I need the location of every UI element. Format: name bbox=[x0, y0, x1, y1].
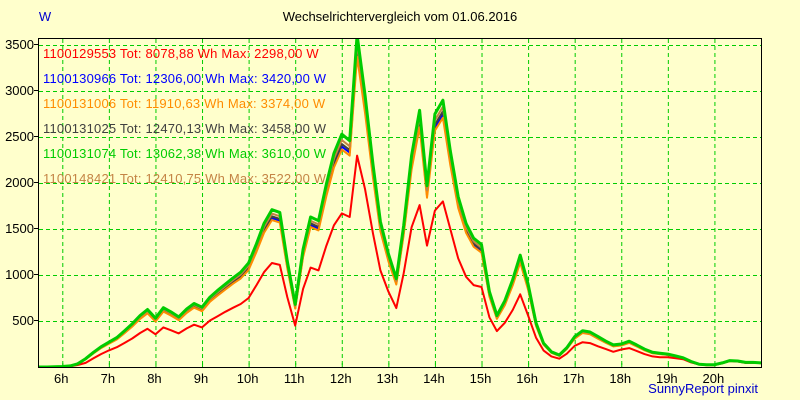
legend: 1100129553 Tot: 8078,88 Wh Max: 2298,00 … bbox=[43, 41, 326, 191]
x-axis-label: 17h bbox=[562, 371, 585, 386]
y-axis-tick bbox=[34, 319, 38, 321]
plot-area: 1100129553 Tot: 8078,88 Wh Max: 2298,00 … bbox=[38, 38, 762, 368]
x-axis-label: 8h bbox=[147, 371, 162, 386]
y-axis-tick bbox=[34, 43, 38, 45]
x-axis-label: 11h bbox=[283, 371, 305, 386]
y-axis-label: 2500 bbox=[5, 128, 34, 144]
y-axis-label: 1500 bbox=[5, 220, 34, 236]
x-axis-label: 9h bbox=[193, 371, 209, 386]
x-axis-label: 18h bbox=[609, 371, 632, 386]
legend-item-1100131006: 1100131006 Tot: 11910,63 Wh Max: 3374,00… bbox=[43, 96, 326, 111]
chart-title: Wechselrichtervergleich vom 01.06.2016 bbox=[282, 9, 518, 24]
x-axis-label: 12h bbox=[329, 371, 352, 386]
credit-text: SunnyReport pinxit bbox=[648, 381, 758, 396]
x-axis-label: 6h bbox=[54, 371, 69, 386]
y-axis-tick bbox=[34, 227, 38, 229]
y-axis-unit-label: W bbox=[38, 9, 52, 24]
legend-item-1100130966: 1100130966 Tot: 12306,00 Wh Max: 3420,00… bbox=[43, 71, 327, 86]
y-axis-label: 3000 bbox=[5, 82, 34, 98]
legend-item-1100131025: 1100131025 Tot: 12470,13 Wh Max: 3458,00… bbox=[43, 121, 327, 136]
x-axis-label: 15h bbox=[469, 371, 492, 386]
y-axis-label: 3500 bbox=[5, 36, 34, 52]
legend-item-1100131074: 1100131074 Tot: 13062,38 Wh Max: 3610,00… bbox=[43, 146, 327, 161]
x-axis-label: 14h bbox=[423, 371, 445, 386]
y-axis-tick bbox=[34, 135, 38, 137]
chart-canvas bbox=[39, 39, 761, 367]
y-axis-label: 1000 bbox=[5, 266, 34, 282]
y-axis-tick bbox=[34, 89, 38, 91]
legend-item-1100129553: 1100129553 Tot: 8078,88 Wh Max: 2298,00 … bbox=[43, 46, 319, 61]
x-axis-label: 20h bbox=[702, 371, 725, 386]
x-axis-label: 19h bbox=[655, 371, 678, 386]
series-line-1100129553 bbox=[39, 154, 761, 367]
x-axis-label: 10h bbox=[236, 371, 259, 386]
legend-item-1100148421: 1100148421 Tot: 12410,75 Wh Max: 3522,00… bbox=[43, 171, 327, 186]
x-axis-label: 7h bbox=[100, 371, 116, 386]
y-axis-label: 2000 bbox=[5, 174, 34, 190]
x-axis-label: 13h bbox=[376, 371, 399, 386]
y-axis-label: 500 bbox=[12, 312, 34, 328]
y-axis-tick bbox=[34, 273, 38, 275]
series-line-1100131074 bbox=[39, 39, 761, 367]
x-axis-label: 16h bbox=[516, 371, 538, 386]
y-axis-tick bbox=[34, 181, 38, 183]
